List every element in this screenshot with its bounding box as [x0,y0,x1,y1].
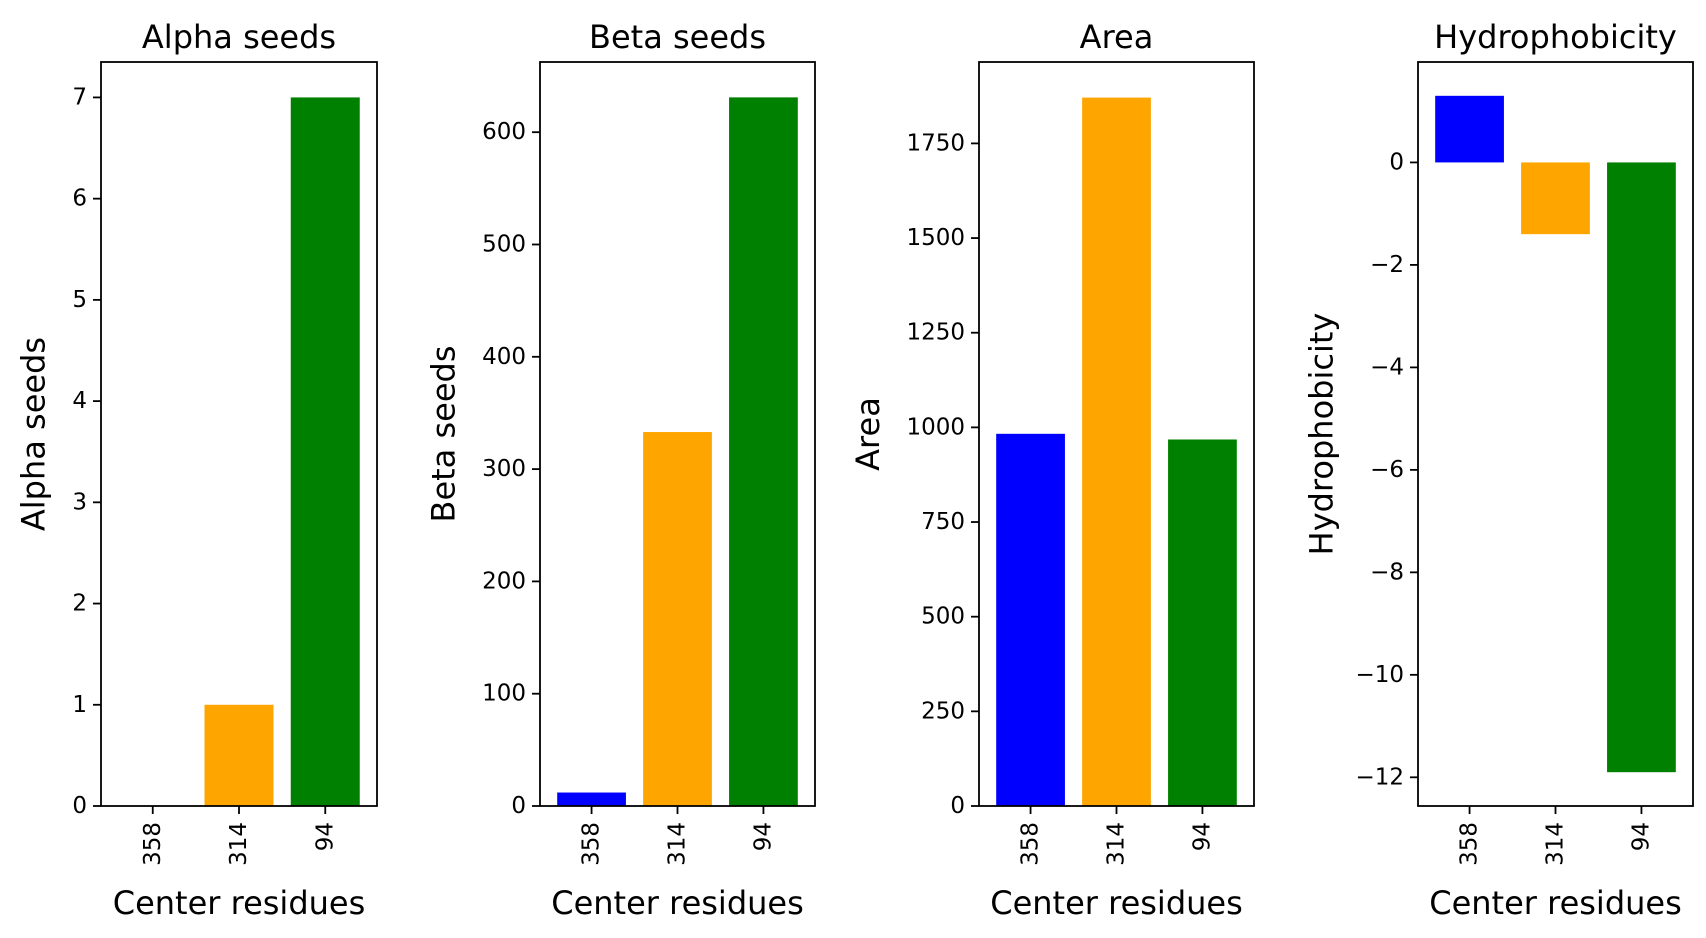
panel-3: 0 250 500 750 1000 1250 1500 1750 358 314 94 Area Ce… [849,18,1255,922]
y-tick-label: 0 [1389,149,1404,175]
y-tick-label: 4 [72,388,87,414]
x-axis-label: Center residues [990,884,1243,922]
bar-314 [204,704,274,806]
x-tick-label: 94 [750,822,776,851]
y-tick-label: 200 [482,568,526,594]
x-tick-label: 314 [226,822,252,866]
y-tick-label: 0 [511,793,526,819]
y-tick-label: 1250 [906,320,965,346]
x-tick-label: 314 [1543,822,1569,866]
x-axis-label: Center residues [1429,884,1682,922]
y-tick-label: 100 [482,681,526,707]
bar-94 [1168,439,1237,806]
bar-314 [1082,97,1151,807]
x-tick-label: 358 [140,822,166,866]
x-tick-label: 94 [312,822,338,851]
bar-358 [1435,95,1504,163]
y-tick-label: −8 [1370,559,1404,585]
y-tick-label: 500 [921,604,965,630]
y-axis-label: Alpha seeds [15,337,53,531]
y-tick-label: 400 [482,344,526,370]
y-tick-label: −6 [1370,457,1404,483]
y-tick-label: 1 [72,692,87,718]
y-tick-label: 1000 [906,414,965,440]
bar-94 [729,97,798,806]
y-tick-label: 300 [482,456,526,482]
y-tick-label: −2 [1370,252,1404,278]
panel-1: 0 1 2 3 4 5 6 7 358 314 94 Alpha seeds Center residu… [15,18,378,922]
y-tick-label: 0 [950,793,965,819]
chart-title: Alpha seeds [142,18,336,56]
chart-title: Area [1080,18,1154,56]
y-axis-label: Area [849,397,887,471]
y-tick-label: 1500 [906,225,965,251]
y-tick-label: −12 [1355,764,1404,790]
y-tick-label: 2 [72,591,87,617]
y-tick-label: 5 [72,287,87,313]
bar-94 [290,97,360,806]
y-tick-label: 500 [482,231,526,257]
bar-314 [643,432,712,806]
x-axis-label: Center residues [113,884,366,922]
y-tick-label: 1750 [906,130,965,156]
y-tick-label: 0 [72,793,87,819]
chart-title: Beta seeds [589,18,766,56]
x-tick-label: 314 [665,822,691,866]
y-tick-label: 750 [921,509,965,535]
bar-358 [996,433,1065,806]
y-axis-label: Hydrophobicity [1303,313,1341,556]
x-tick-label: 94 [1628,822,1654,851]
bar-314 [1521,162,1590,235]
panel-4: 0 −2 −4 −6 −8 −10 −12 358 314 94 Hydrophobicity Cen… [1303,18,1694,922]
panel-2: 0 100 200 300 400 500 600 358 314 94 Beta seeds Cen… [425,18,816,922]
y-tick-label: −4 [1370,354,1404,380]
bar-358 [557,792,626,806]
y-tick-label: 600 [482,119,526,145]
bar-94 [1607,162,1676,773]
x-tick-label: 358 [1457,822,1483,866]
y-tick-label: 250 [921,698,965,724]
y-tick-label: −10 [1355,662,1404,688]
y-tick-label: 7 [72,84,87,110]
x-tick-label: 358 [579,822,605,866]
chart-title: Hydrophobicity [1434,18,1677,56]
y-axis-label: Beta seeds [425,346,463,523]
y-tick-label: 6 [72,186,87,212]
x-tick-label: 314 [1104,822,1130,866]
x-tick-label: 94 [1189,822,1215,851]
x-axis-label: Center residues [551,884,804,922]
x-tick-label: 358 [1018,822,1044,866]
y-tick-label: 3 [72,489,87,515]
